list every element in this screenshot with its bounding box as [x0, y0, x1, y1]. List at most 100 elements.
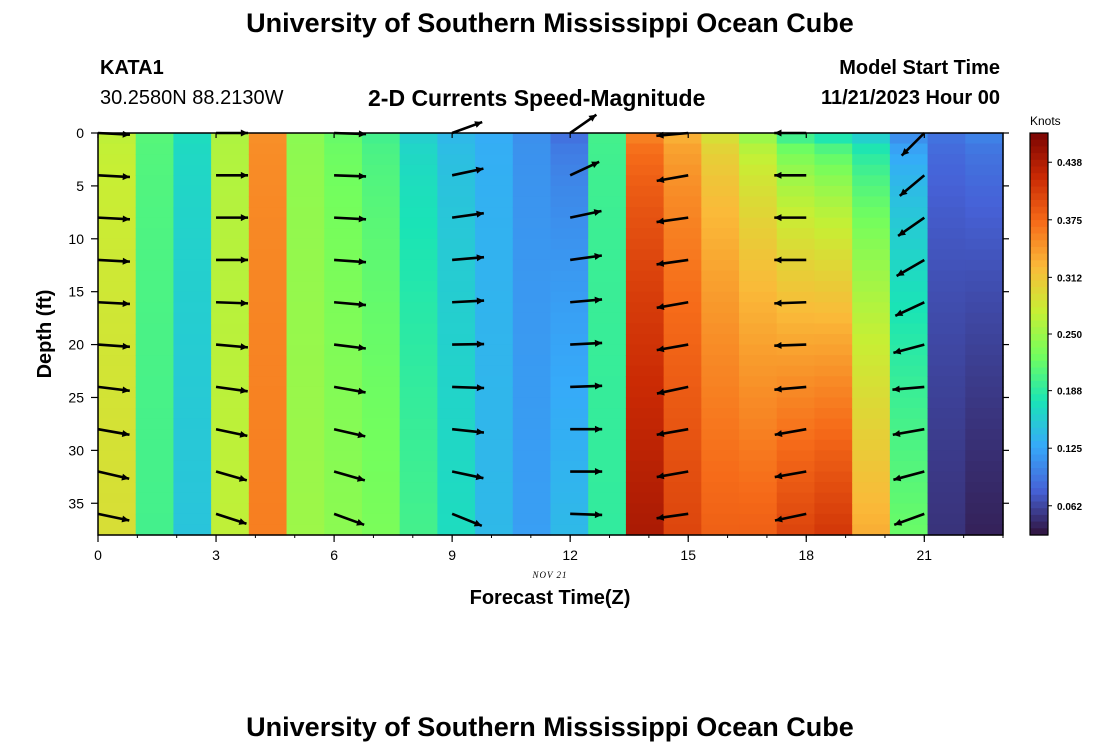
heatmap-cell	[701, 217, 740, 229]
heatmap-cell	[550, 154, 589, 166]
heatmap-cell	[588, 164, 627, 176]
heatmap-cell	[211, 238, 250, 250]
heatmap-cell	[965, 281, 1004, 293]
heatmap-cell	[663, 238, 702, 250]
heatmap-cell	[889, 312, 929, 325]
heatmap-cell	[286, 323, 325, 335]
heatmap-cell	[625, 418, 665, 430]
heatmap-cell	[211, 207, 250, 219]
heatmap-cell	[98, 133, 137, 145]
heatmap-cell	[211, 482, 250, 494]
heatmap-cell	[512, 365, 552, 377]
heatmap-cell	[399, 344, 438, 356]
heatmap-cell	[248, 302, 288, 314]
heatmap-cell	[776, 185, 816, 198]
heatmap-cell	[399, 238, 438, 250]
heatmap-cell	[135, 196, 175, 208]
heatmap-cell	[889, 450, 929, 462]
current-vector	[451, 427, 485, 436]
heatmap-cell	[739, 460, 778, 473]
current-vector	[894, 301, 925, 317]
heatmap-cell	[324, 185, 363, 198]
heatmap-cell	[889, 429, 929, 441]
x-tick-label: 9	[448, 547, 456, 563]
heatmap-cell	[135, 207, 175, 219]
heatmap-cell	[512, 302, 552, 314]
colorbar-tick-label: 0.188	[1057, 387, 1082, 398]
heatmap-cell	[588, 281, 627, 293]
heatmap-cell	[98, 259, 137, 272]
heatmap-cell	[625, 154, 665, 166]
heatmap-cell	[776, 175, 816, 187]
heatmap-cell	[550, 259, 589, 272]
heatmap-cell	[173, 450, 212, 462]
heatmap-cell	[550, 376, 589, 388]
heatmap-cell	[776, 228, 816, 240]
heatmap-cell	[173, 217, 212, 229]
heatmap-cell	[776, 238, 816, 250]
heatmap-cell	[286, 291, 325, 303]
heatmap-cell	[663, 503, 702, 515]
model-start-time: 11/21/2023 Hour 00	[820, 87, 1000, 109]
heatmap-cell	[248, 312, 288, 325]
heatmap-cell	[248, 238, 288, 250]
colorbar-segment	[1030, 267, 1048, 275]
heatmap-cell	[927, 312, 966, 325]
heatmap-cell	[173, 503, 212, 515]
heatmap-cell	[625, 429, 665, 441]
heatmap-cell	[173, 355, 212, 367]
heatmap-cell	[927, 154, 966, 166]
heatmap-cell	[512, 439, 552, 451]
heatmap-cell	[211, 164, 250, 176]
heatmap-cell	[437, 397, 476, 409]
x-axis-title: Forecast Time(Z)	[470, 587, 631, 609]
heatmap-cell	[437, 143, 476, 155]
heatmap-cell	[889, 397, 929, 409]
heatmap-cell	[211, 196, 250, 208]
heatmap-cell	[852, 429, 891, 441]
heatmap-cell	[98, 524, 137, 536]
heatmap-cell	[889, 249, 929, 261]
heatmap-cell	[173, 270, 212, 282]
heatmap-cell	[437, 460, 476, 473]
heatmap-cell	[776, 513, 816, 526]
heatmap-cell	[701, 460, 740, 473]
current-vector	[569, 209, 602, 219]
heatmap-cell	[361, 334, 401, 346]
heatmap-cell	[437, 334, 476, 346]
heatmap-cell	[889, 259, 929, 272]
heatmap-cell	[852, 334, 891, 346]
heatmap-cell	[173, 429, 212, 441]
heatmap-cell	[927, 503, 966, 515]
heatmap-cell	[248, 365, 288, 377]
colorbar-segment	[1030, 153, 1048, 161]
heatmap-cell	[550, 270, 589, 282]
heatmap-cell	[776, 133, 816, 145]
heatmap-cell	[361, 429, 401, 441]
current-vector	[451, 210, 484, 219]
heatmap-cell	[286, 302, 325, 314]
heatmap-cell	[248, 471, 288, 483]
heatmap-cell	[211, 503, 250, 515]
heatmap-cell	[739, 492, 778, 504]
heatmap-cell	[663, 492, 702, 504]
heatmap-cell	[701, 408, 740, 420]
heatmap-cell	[663, 281, 702, 293]
heatmap-cell	[739, 418, 778, 430]
heatmap-cell	[776, 270, 816, 282]
y-tick-label: 30	[68, 442, 84, 458]
heatmap-cell	[324, 513, 363, 526]
heatmap-cell	[361, 207, 401, 219]
heatmap-cell	[475, 492, 514, 504]
colorbar-tick-label: 0.375	[1057, 216, 1082, 227]
heatmap-cell	[173, 196, 212, 208]
heatmap-cell	[475, 217, 514, 229]
heatmap-cell	[173, 323, 212, 335]
heatmap-cell	[211, 471, 250, 483]
heatmap-cell	[927, 513, 966, 526]
colorbar-segment	[1030, 280, 1048, 288]
heatmap-cell	[776, 355, 816, 367]
heatmap-cell	[361, 408, 401, 420]
x-tick-label: 6	[330, 547, 338, 563]
colorbar-segment	[1030, 387, 1048, 395]
